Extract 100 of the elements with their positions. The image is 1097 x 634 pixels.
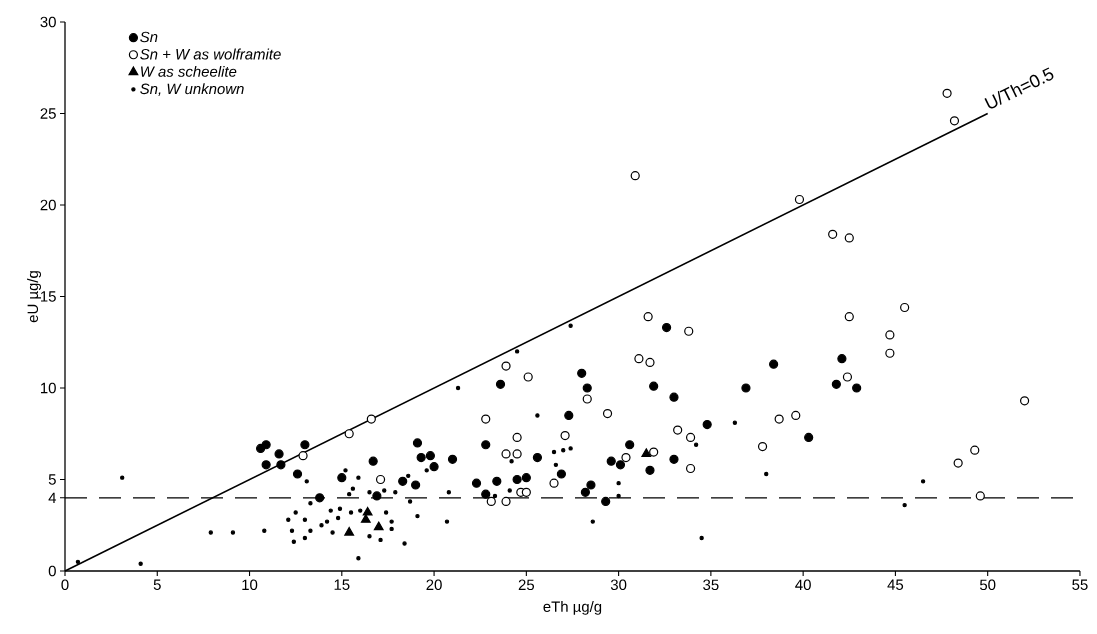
point bbox=[669, 392, 679, 402]
point bbox=[486, 496, 496, 507]
y-axis-title: eU µg/g bbox=[27, 271, 42, 323]
point bbox=[360, 514, 371, 523]
point bbox=[669, 454, 679, 464]
point bbox=[685, 432, 696, 443]
legend-label: Sn + W as wolframite bbox=[140, 48, 281, 60]
point bbox=[828, 229, 838, 239]
point bbox=[641, 448, 652, 457]
y-tick-label: 20 bbox=[40, 199, 56, 211]
point bbox=[649, 381, 659, 391]
x-tick-label: 0 bbox=[61, 579, 69, 591]
point bbox=[649, 447, 659, 457]
point bbox=[373, 521, 384, 531]
point bbox=[495, 379, 506, 389]
point bbox=[844, 233, 854, 243]
point bbox=[292, 469, 303, 479]
point bbox=[429, 462, 439, 472]
point bbox=[471, 478, 482, 488]
point bbox=[949, 116, 960, 126]
point bbox=[564, 410, 574, 421]
legend-label: Sn bbox=[140, 31, 158, 43]
x-tick-label: 25 bbox=[518, 579, 535, 591]
point bbox=[411, 480, 421, 490]
point bbox=[900, 302, 910, 313]
point bbox=[362, 506, 373, 516]
point bbox=[512, 474, 522, 485]
point bbox=[661, 323, 672, 333]
y-tick-label: 30 bbox=[40, 16, 56, 28]
point bbox=[791, 410, 801, 421]
point bbox=[337, 473, 347, 483]
point bbox=[447, 454, 458, 464]
point bbox=[702, 420, 712, 430]
legend-label: Sn, W unknown bbox=[140, 83, 244, 96]
point bbox=[375, 474, 386, 485]
legend-label: W as scheelite bbox=[141, 65, 237, 77]
point bbox=[970, 445, 980, 455]
point bbox=[412, 438, 423, 448]
point bbox=[501, 496, 511, 507]
point bbox=[344, 526, 355, 536]
point bbox=[368, 456, 378, 466]
x-tick-label: 45 bbox=[887, 579, 904, 590]
point bbox=[885, 330, 895, 340]
x-axis-title: eTh µg/g bbox=[543, 600, 602, 615]
point bbox=[975, 491, 985, 501]
x-tick-label: 35 bbox=[703, 579, 719, 591]
point bbox=[844, 312, 854, 322]
y-tick-label: 10 bbox=[41, 382, 56, 394]
point bbox=[523, 372, 533, 382]
point bbox=[601, 496, 611, 507]
point bbox=[942, 88, 952, 98]
point bbox=[643, 312, 653, 322]
point bbox=[582, 394, 592, 404]
point bbox=[276, 460, 286, 470]
point bbox=[366, 414, 376, 424]
point bbox=[769, 359, 779, 369]
point bbox=[481, 440, 491, 450]
x-tick-label: 40 bbox=[795, 579, 811, 591]
point bbox=[804, 432, 814, 443]
point bbox=[757, 441, 768, 452]
point bbox=[549, 478, 559, 488]
point bbox=[315, 493, 325, 503]
point bbox=[501, 449, 511, 459]
x-tick-label: 55 bbox=[1072, 579, 1088, 590]
point bbox=[521, 487, 531, 497]
point bbox=[685, 463, 696, 474]
point bbox=[586, 480, 596, 490]
y-tick-label: 15 bbox=[41, 291, 56, 302]
point bbox=[580, 487, 590, 497]
point bbox=[425, 451, 435, 461]
point bbox=[621, 452, 631, 463]
point bbox=[645, 357, 655, 367]
point bbox=[501, 361, 511, 371]
point bbox=[645, 465, 655, 475]
point bbox=[274, 449, 284, 459]
point bbox=[521, 473, 531, 483]
point bbox=[606, 456, 616, 466]
point bbox=[300, 440, 310, 450]
point bbox=[831, 379, 841, 389]
y-tick-label: 5 bbox=[48, 474, 56, 485]
y-tick-label: 4 bbox=[48, 492, 57, 503]
point bbox=[953, 458, 963, 468]
x-tick-label: 50 bbox=[979, 579, 996, 591]
point bbox=[416, 452, 426, 463]
x-tick-label: 30 bbox=[610, 579, 627, 591]
x-tick-label: 10 bbox=[242, 579, 258, 591]
point bbox=[577, 368, 587, 378]
point bbox=[741, 383, 751, 393]
point bbox=[481, 489, 491, 499]
point bbox=[673, 425, 683, 435]
point bbox=[885, 348, 895, 358]
point bbox=[1019, 396, 1030, 406]
point bbox=[842, 372, 853, 382]
point bbox=[492, 476, 502, 486]
point bbox=[794, 194, 805, 205]
y-tick-label: 25 bbox=[40, 108, 56, 119]
point bbox=[532, 452, 543, 463]
point bbox=[398, 476, 408, 486]
point bbox=[512, 449, 522, 459]
point bbox=[481, 414, 491, 424]
